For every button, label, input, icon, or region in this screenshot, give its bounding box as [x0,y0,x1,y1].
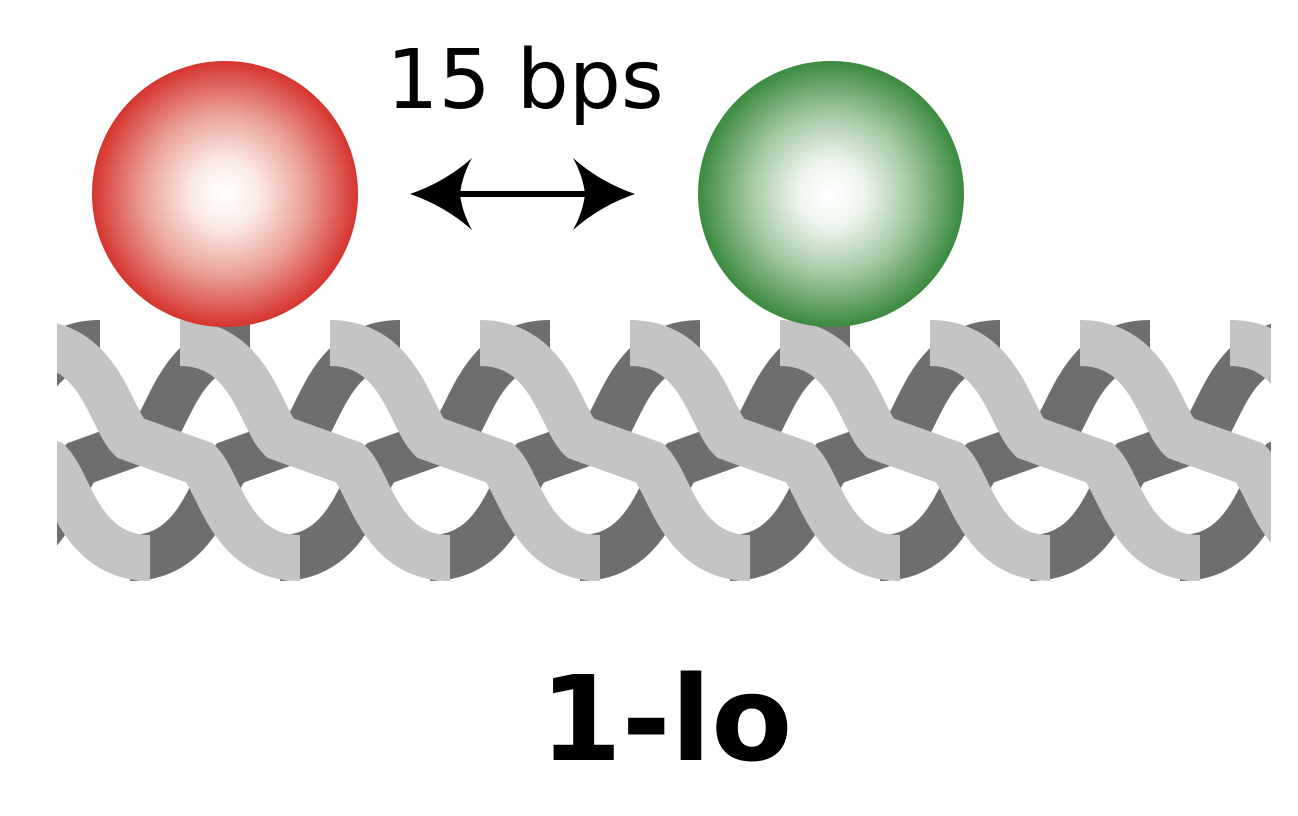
red-fluorophore-sphere [92,61,358,327]
dna-strand-light-segment [57,323,302,581]
construct-label: 1-lo [540,650,793,788]
double-headed-arrow-icon [410,158,635,230]
green-fluorophore-sphere [698,61,964,327]
dna-strand-light-segment [328,320,602,581]
dna-strand-dark-segment [1178,441,1271,581]
dna-strand-light-segment [778,320,1052,581]
dna-strand-light [57,320,1271,581]
dna-strand-light-segment [57,441,152,581]
dna-strand-light-segment [628,320,902,581]
distance-label: 15 bps [386,33,663,128]
dna-strand-light-segment [928,320,1202,581]
dna-strand-light-segment [1078,320,1271,543]
dna-double-helix [57,320,1271,581]
dna-strand-light-segment [178,320,452,581]
dna-strand-light-segment [478,320,752,581]
